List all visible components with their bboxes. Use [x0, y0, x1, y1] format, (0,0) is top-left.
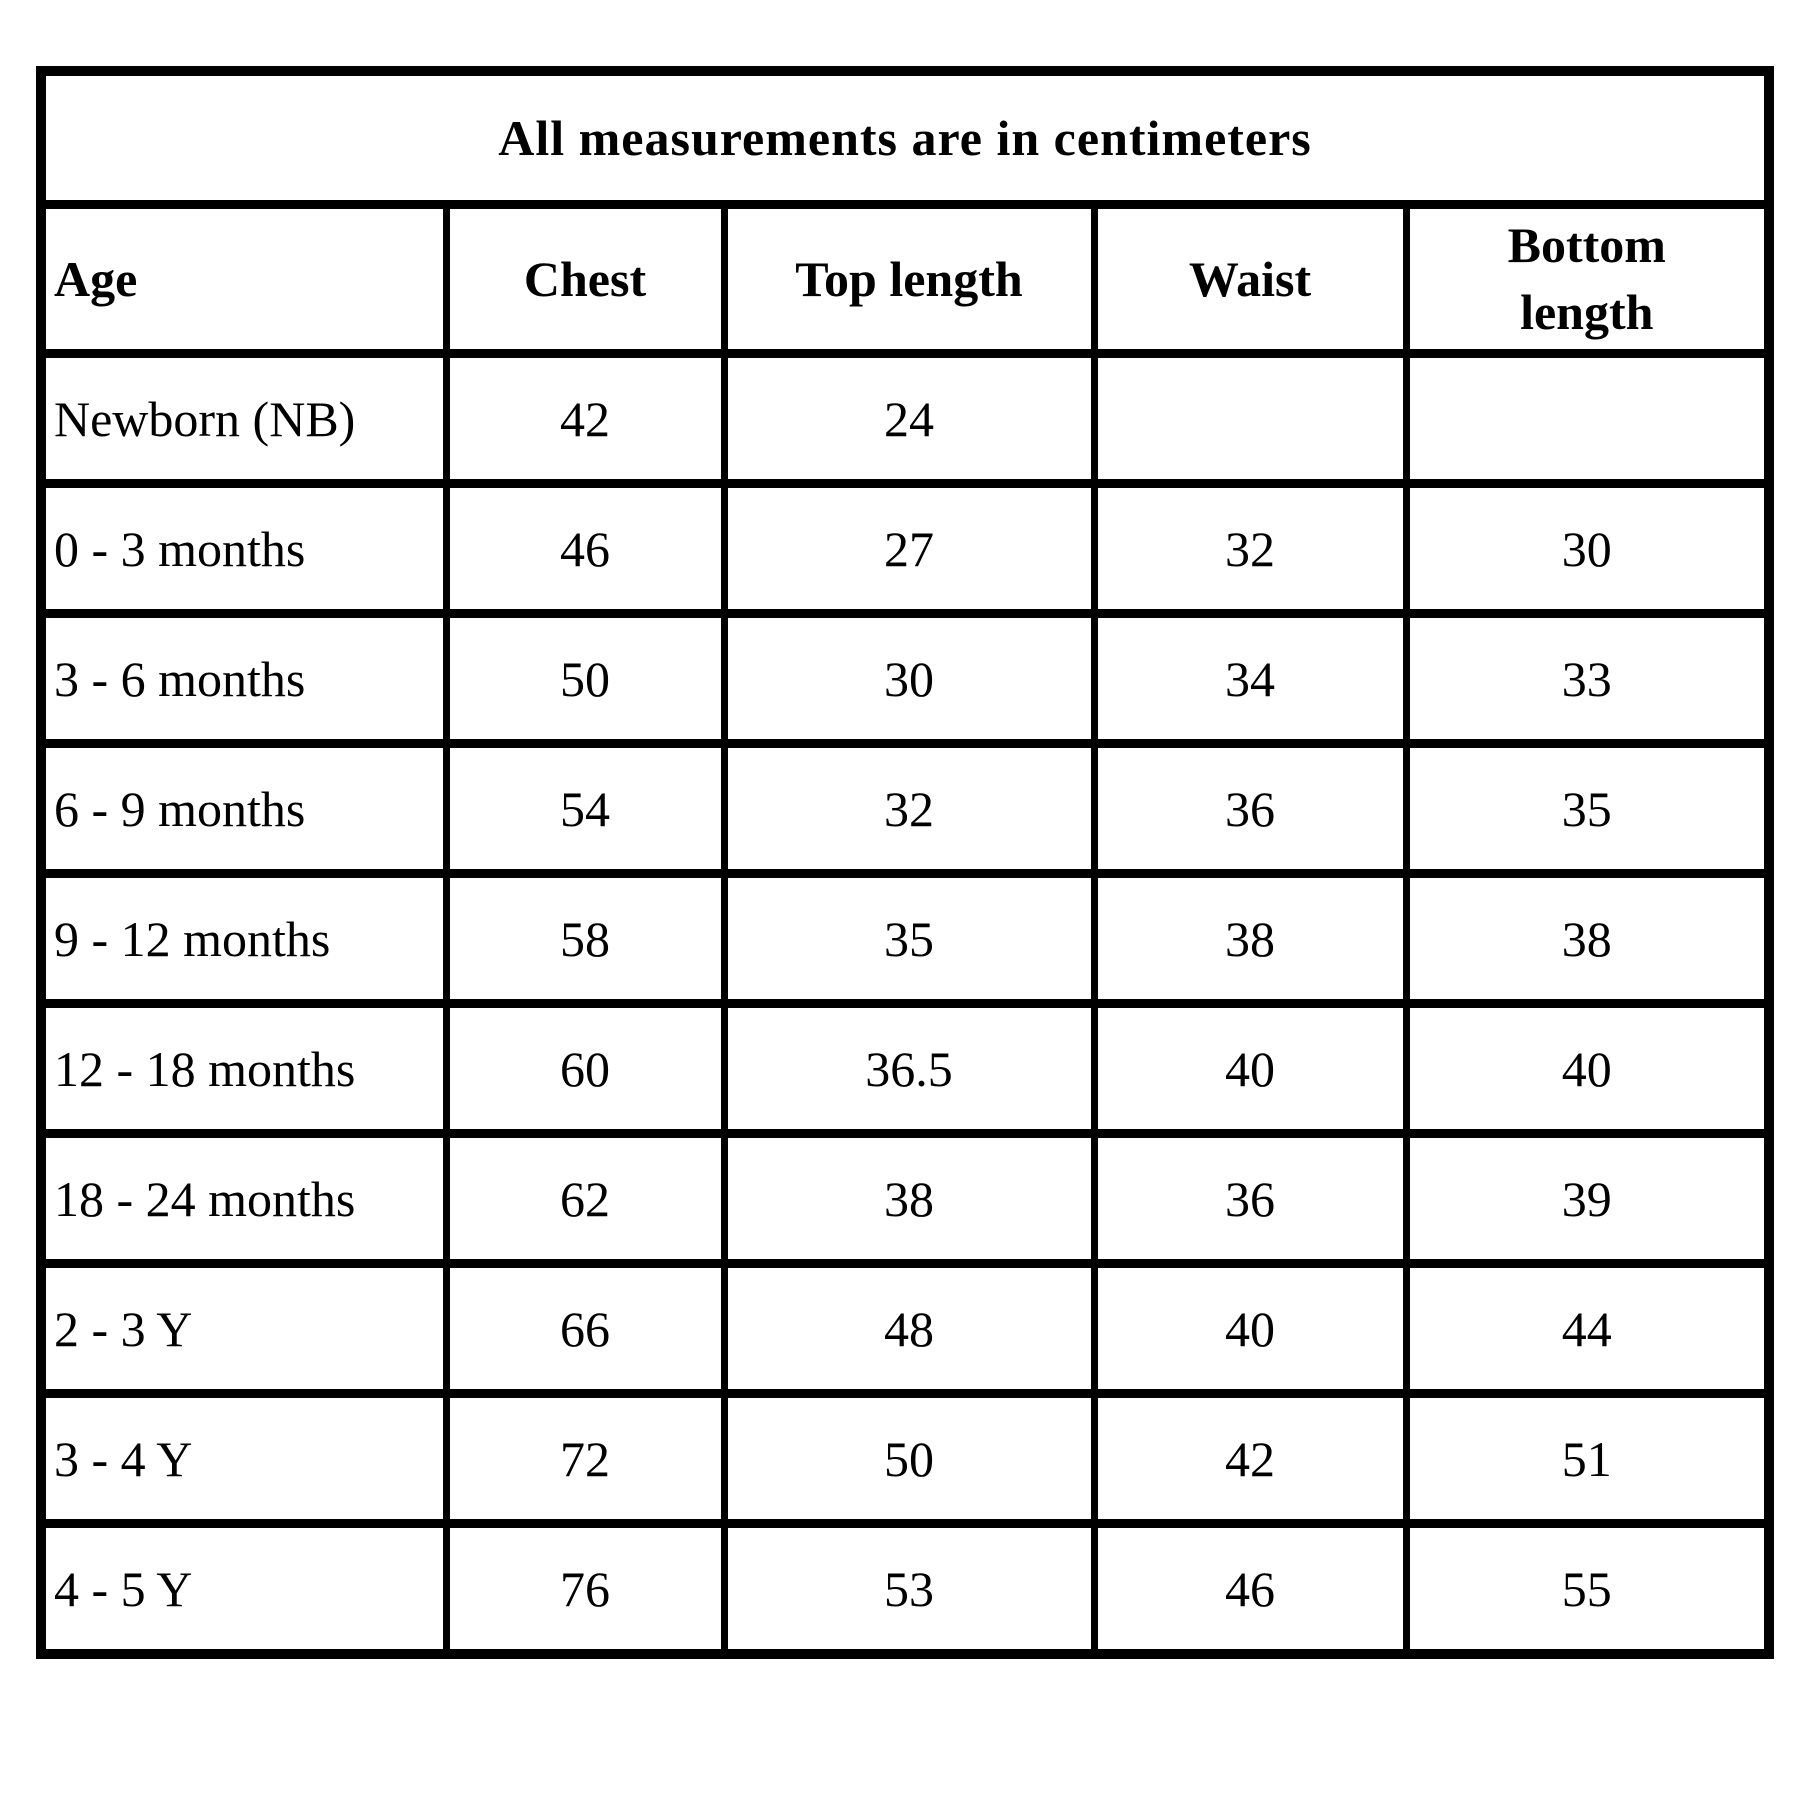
- table-title: All measurements are in centimeters: [37, 66, 1773, 209]
- row-label-cell: 12 - 18 months: [37, 999, 450, 1138]
- bottom-length-cell: 38: [1402, 869, 1773, 1008]
- table-row: 12 - 18 months 60 36.5 40 40: [37, 999, 1773, 1138]
- table-row: 2 - 3 Y 66 48 40 44: [37, 1259, 1773, 1398]
- top-length-cell: 32: [720, 739, 1098, 878]
- chest-cell: 72: [442, 1389, 728, 1528]
- row-label-cell: 4 - 5 Y: [37, 1519, 450, 1659]
- table-row: 3 - 4 Y 72 50 42 51: [37, 1389, 1773, 1528]
- top-length-cell: 48: [720, 1259, 1098, 1398]
- waist-cell: 38: [1090, 869, 1410, 1008]
- waist-cell: [1090, 349, 1410, 488]
- column-header-top-length: Top length: [720, 200, 1098, 358]
- row-label-cell: 2 - 3 Y: [37, 1259, 450, 1398]
- bottom-length-cell: 39: [1402, 1129, 1773, 1268]
- bottom-length-cell: 51: [1402, 1389, 1773, 1528]
- chest-cell: 66: [442, 1259, 728, 1398]
- waist-cell: 36: [1090, 1129, 1410, 1268]
- table-row: Newborn (NB) 42 24: [37, 349, 1773, 488]
- top-length-cell: 38: [720, 1129, 1098, 1268]
- row-label-cell: 6 - 9 months: [37, 739, 450, 878]
- chest-cell: 60: [442, 999, 728, 1138]
- title-row: All measurements are in centimeters: [37, 66, 1773, 209]
- top-length-cell: 53: [720, 1519, 1098, 1659]
- waist-cell: 42: [1090, 1389, 1410, 1528]
- column-header-bottom-length-label: Bottom length: [1507, 216, 1666, 341]
- waist-cell: 34: [1090, 609, 1410, 748]
- top-length-cell: 50: [720, 1389, 1098, 1528]
- table-row: 9 - 12 months 58 35 38 38: [37, 869, 1773, 1008]
- column-header-waist: Waist: [1090, 200, 1410, 358]
- chest-cell: 42: [442, 349, 728, 488]
- waist-cell: 46: [1090, 1519, 1410, 1659]
- row-label-cell: 0 - 3 months: [37, 479, 450, 618]
- top-length-cell: 35: [720, 869, 1098, 1008]
- waist-cell: 40: [1090, 999, 1410, 1138]
- waist-cell: 32: [1090, 479, 1410, 618]
- row-label-cell: 18 - 24 months: [37, 1129, 450, 1268]
- column-header-chest: Chest: [442, 200, 728, 358]
- table-row: 0 - 3 months 46 27 32 30: [37, 479, 1773, 618]
- table-row: 4 - 5 Y 76 53 46 55: [37, 1519, 1773, 1659]
- bottom-length-cell: 30: [1402, 479, 1773, 618]
- bottom-length-cell: 35: [1402, 739, 1773, 878]
- top-length-cell: 27: [720, 479, 1098, 618]
- waist-cell: 40: [1090, 1259, 1410, 1398]
- chest-cell: 62: [442, 1129, 728, 1268]
- top-length-cell: 30: [720, 609, 1098, 748]
- top-length-cell: 24: [720, 349, 1098, 488]
- chest-cell: 54: [442, 739, 728, 878]
- bottom-length-cell: 55: [1402, 1519, 1773, 1659]
- table-row: 18 - 24 months 62 38 36 39: [37, 1129, 1773, 1268]
- chest-cell: 46: [442, 479, 728, 618]
- row-label-cell: 3 - 6 months: [37, 609, 450, 748]
- waist-cell: 36: [1090, 739, 1410, 878]
- bottom-length-cell: 40: [1402, 999, 1773, 1138]
- bottom-length-cell: 33: [1402, 609, 1773, 748]
- table-row: 6 - 9 months 54 32 36 35: [37, 739, 1773, 878]
- table-row: 3 - 6 months 50 30 34 33: [37, 609, 1773, 748]
- chest-cell: 76: [442, 1519, 728, 1659]
- size-chart-table: All measurements are in centimeters Age …: [36, 66, 1775, 1659]
- chest-cell: 50: [442, 609, 728, 748]
- chest-cell: 58: [442, 869, 728, 1008]
- row-label-cell: Newborn (NB): [37, 349, 450, 488]
- column-header-bottom-length: Bottom length: [1402, 200, 1773, 358]
- row-label-cell: 3 - 4 Y: [37, 1389, 450, 1528]
- header-row: Age Chest Top length Waist Bottom length: [37, 200, 1773, 358]
- bottom-length-cell: [1402, 349, 1773, 488]
- column-header-age: Age: [37, 200, 450, 358]
- top-length-cell: 36.5: [720, 999, 1098, 1138]
- row-label-cell: 9 - 12 months: [37, 869, 450, 1008]
- bottom-length-cell: 44: [1402, 1259, 1773, 1398]
